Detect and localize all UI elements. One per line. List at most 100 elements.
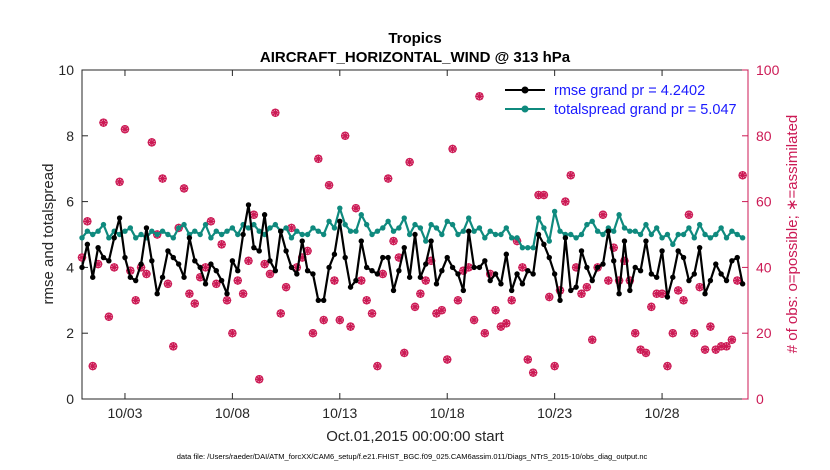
rmse-point [380, 254, 386, 261]
totalspread-point [294, 228, 300, 234]
rmse-point [535, 231, 542, 238]
totalspread-point [433, 225, 440, 231]
obs-count-point [539, 190, 549, 200]
totalspread-point [165, 231, 171, 238]
rmse-point [197, 264, 203, 271]
y-right-tick-label: 0 [756, 391, 764, 407]
obs-count-point [147, 138, 157, 147]
rmse-point [444, 254, 450, 261]
totalspread-point [546, 238, 552, 244]
y-right-tick-label: 80 [756, 128, 772, 144]
rmse-point [186, 235, 193, 241]
totalspread-point [347, 228, 354, 234]
totalspread-point [326, 218, 332, 225]
obs-count-point [582, 282, 592, 292]
rmse-point [675, 248, 681, 254]
rmse-point [482, 258, 488, 264]
rmse-point [363, 264, 370, 271]
obs-count-point [416, 289, 425, 298]
x-tick-label: 10/08 [215, 405, 250, 421]
chart-title: Tropics [388, 30, 441, 47]
totalspread-point [170, 235, 177, 241]
rmse-point [417, 274, 424, 280]
totalspread-point [229, 225, 236, 231]
totalspread-point [611, 228, 617, 234]
rmse-point [670, 274, 676, 280]
rmse-point [573, 284, 579, 290]
totalspread-point [713, 231, 719, 238]
totalspread-point [551, 208, 558, 215]
obs-count-point [443, 355, 452, 364]
obs-count-point [99, 118, 108, 127]
totalspread-point [369, 231, 375, 238]
rmse-point [143, 225, 150, 231]
totalspread-point [696, 221, 703, 228]
totalspread-point [498, 231, 504, 238]
totalspread-point [729, 228, 735, 234]
rmse-point [578, 248, 585, 254]
totalspread-point [632, 228, 638, 234]
totalspread-point [476, 225, 483, 231]
legend-spread-marker [521, 105, 529, 113]
rmse-point [331, 251, 338, 257]
obs-count-point [566, 171, 575, 180]
totalspread-point [530, 244, 536, 251]
obs-count-point [330, 276, 339, 285]
totalspread-point [718, 225, 724, 231]
rmse-point [600, 261, 606, 267]
totalspread-point [79, 235, 85, 241]
totalspread-point [149, 228, 155, 234]
rmse-point [337, 218, 343, 225]
obs-count-point [158, 174, 167, 183]
totalspread-point [439, 231, 445, 238]
totalspread-point [584, 221, 590, 228]
rmse-point [240, 231, 246, 238]
y-left-tick-label: 4 [66, 259, 74, 275]
x-tick-label: 10/23 [537, 405, 572, 421]
totalspread-point [557, 228, 563, 234]
obs-count-point [480, 329, 490, 338]
totalspread-point [288, 235, 295, 241]
rmse-point [224, 291, 230, 297]
rmse-point [611, 258, 617, 264]
obs-count-point [222, 296, 232, 305]
rmse-point [385, 254, 391, 261]
rmse-point [621, 238, 628, 244]
rmse-point [218, 277, 225, 284]
totalspread-point [444, 218, 450, 225]
legend-box [498, 76, 742, 120]
rmse-point [353, 277, 359, 284]
totalspread-point [406, 231, 413, 238]
rmse-point [149, 258, 155, 264]
rmse-point [471, 264, 477, 271]
totalspread-point [133, 235, 139, 241]
y-left-tick-label: 8 [66, 128, 74, 144]
totalspread-point [525, 244, 531, 251]
obs-count-point [163, 279, 173, 289]
rmse-point [181, 274, 187, 280]
rmse-point [320, 297, 327, 303]
obs-count-point [684, 210, 694, 219]
totalspread-point [396, 225, 402, 231]
rmse-point [433, 281, 440, 287]
rmse-point [278, 228, 284, 234]
rmse-point [138, 261, 144, 267]
rmse-point [251, 244, 257, 251]
rmse-point [175, 261, 182, 267]
totalspread-point [363, 221, 370, 228]
rmse-point [541, 241, 547, 248]
obs-count-point [83, 217, 92, 226]
obs-count-point [577, 289, 586, 298]
rmse-point [127, 274, 134, 280]
rmse-point [551, 271, 558, 277]
rmse-point [589, 277, 595, 284]
totalspread-point [508, 235, 515, 241]
obs-count-point [453, 296, 463, 305]
rmse-point [455, 271, 461, 277]
rmse-point [412, 231, 418, 238]
y-left-tick-label: 0 [66, 391, 74, 407]
obs-count-point [604, 276, 613, 285]
x-tick-label: 10/28 [645, 405, 680, 421]
obs-count-point [212, 279, 221, 289]
